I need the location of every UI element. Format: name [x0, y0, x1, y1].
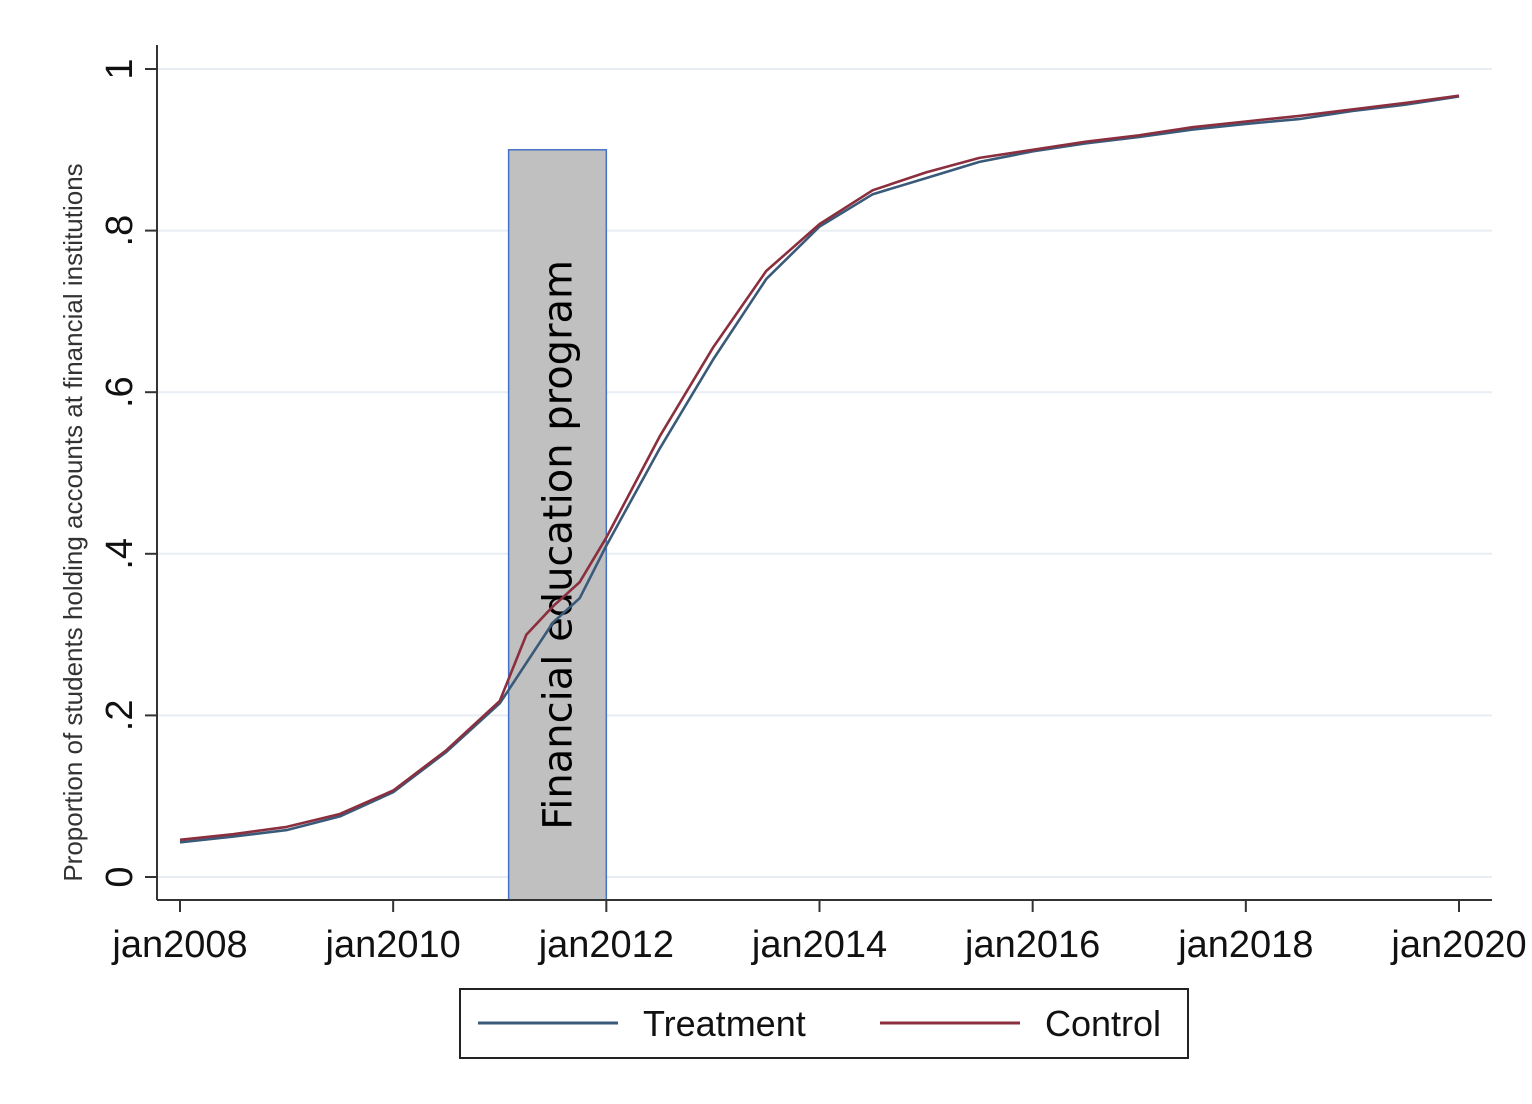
- x-tick-label: jan2016: [964, 924, 1100, 966]
- gridlines: [157, 68, 1492, 878]
- axes: [156, 45, 1492, 901]
- legend: Treatment Control: [459, 988, 1189, 1059]
- program-annotation: Financial education program: [507, 149, 608, 901]
- y-tick-label: .8: [99, 215, 141, 247]
- legend-label-control: Control: [1045, 1003, 1161, 1044]
- x-tick-label: jan2008: [111, 924, 247, 966]
- series-line-treatment: [179, 95, 1460, 844]
- y-ticks: 0 .2 .4 .6 .8 1: [99, 58, 157, 888]
- y-tick-label: 1: [99, 58, 141, 79]
- x-tick-label: jan2012: [538, 924, 674, 966]
- x-ticks: jan2008 jan2010 jan2012 jan2014 jan2016 jan20…: [111, 900, 1527, 966]
- legend-label-treatment: Treatment: [643, 1003, 806, 1044]
- y-tick-label: .6: [99, 376, 141, 408]
- x-tick-label: jan2020: [1390, 924, 1526, 966]
- y-tick-label: .4: [99, 538, 141, 570]
- y-tick-label: 0: [99, 866, 141, 887]
- series-line-control: [179, 94, 1460, 842]
- y-axis-title: Proportion of students holding accounts …: [58, 163, 88, 881]
- x-tick-label: jan2014: [751, 924, 887, 966]
- series-lines: [179, 94, 1460, 844]
- program-label: Financial education program: [535, 260, 581, 830]
- x-tick-label: jan2010: [325, 924, 461, 966]
- y-tick-label: .2: [99, 700, 141, 732]
- x-tick-label: jan2018: [1177, 924, 1313, 966]
